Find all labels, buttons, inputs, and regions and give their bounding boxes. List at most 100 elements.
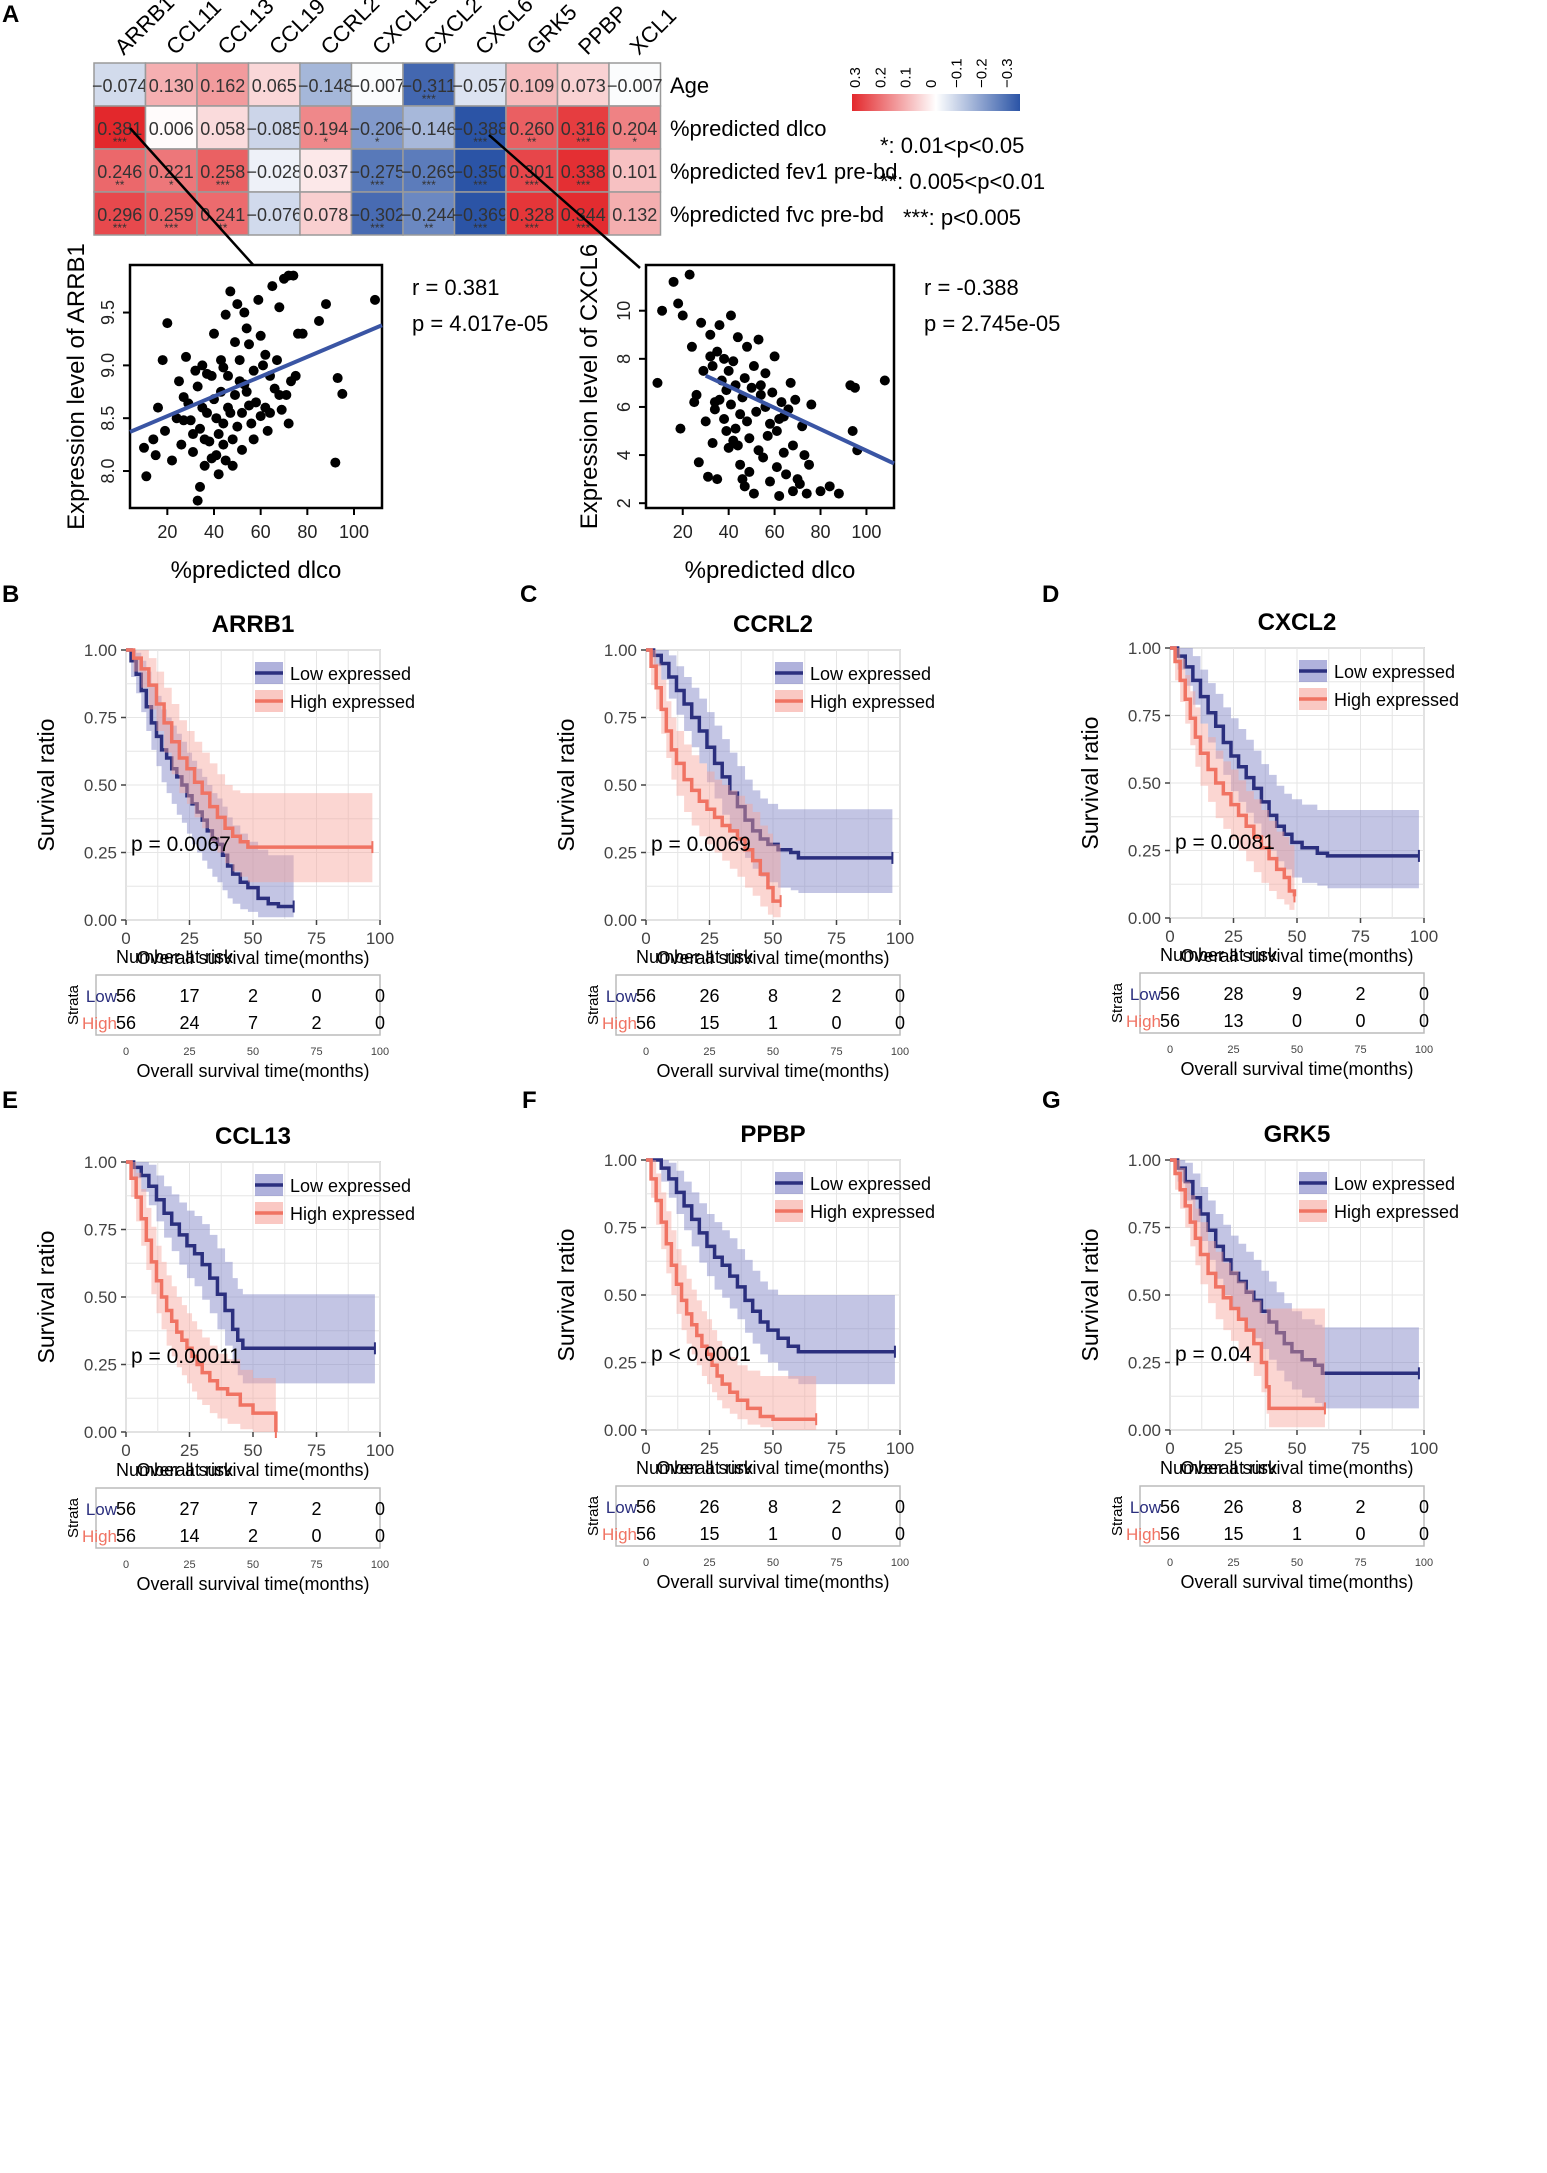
scatter-point [723,442,734,453]
scatter-point [778,447,789,458]
heatmap-value: −0.275 [349,162,405,182]
scatter-point [276,404,287,415]
scatter-point [703,471,713,482]
scatter-point [188,447,198,458]
heatmap-value: 0.338 [561,162,606,182]
risk-table-title: Number at risk [116,1460,234,1480]
scatter-point [248,365,259,376]
y-tick-label: 0.75 [84,709,117,728]
heatmap-cell [247,191,301,236]
heatmap-value: 0.101 [612,162,657,182]
x-tick-label: 25 [700,1439,719,1458]
y-tick-label: 0.00 [84,1423,117,1442]
scatter-point [337,388,348,399]
y-tick-label: 0.75 [1128,707,1161,726]
legend-label: Low expressed [290,664,411,684]
scatter-point [213,469,224,480]
x-tick-label: 0 [641,1439,650,1458]
x-tick-label: 50 [1288,927,1307,946]
heatmap-value: 0.132 [612,205,657,225]
significance-legend: ***: p<0.005 [903,205,1021,230]
heatmap-value: −0.028 [246,162,302,182]
heatmap-value: 0.260 [509,119,554,139]
risk-count: 9 [1292,984,1302,1004]
risk-count: 0 [375,1499,385,1519]
scatter-point [725,399,736,410]
y-tick-label: 8.5 [98,406,118,431]
confidence-band [646,650,893,893]
scatter-point [744,433,755,444]
scatter-point [707,438,718,449]
heatmap-row-label: %predicted dlco [670,116,827,141]
scatter-point [732,332,743,343]
scatter-point [742,416,753,427]
y-tick-label: 2 [614,498,634,508]
heatmap-cell [350,148,404,193]
scatter-point [806,399,817,410]
heatmap-value: −0.369 [452,205,508,225]
legend-label: High expressed [290,1204,415,1224]
x-tick-label: 25 [1224,927,1243,946]
risk-x-tick: 50 [1291,1044,1303,1056]
x-tick-label: 25 [180,1441,199,1460]
risk-count: 13 [1223,1011,1243,1031]
legend-label: High expressed [1334,1202,1459,1222]
heatmap-value: −0.311 [402,76,456,96]
scatter-point [220,309,231,320]
risk-count: 0 [1292,1011,1302,1031]
scatter-point [794,478,805,489]
scatter-point [141,471,152,482]
risk-table-title: Number at risk [636,1458,754,1478]
legend-label: Low expressed [1334,1174,1455,1194]
scatter-point [262,425,273,436]
heatmap-column-label: XCL1 [625,3,682,60]
risk-count: 0 [1355,1011,1365,1031]
scatter-point [739,481,750,492]
heatmap-cell [299,105,353,150]
y-tick-label: 0.25 [604,1354,637,1373]
color-legend-tick: −0.1 [948,58,965,88]
panel-letter: G [1042,1087,1061,1114]
scatter-point [255,411,266,422]
scatter-point [188,429,198,440]
y-axis-title: Survival ratio [33,719,59,852]
heatmap-cell [453,191,507,236]
scatter-point [771,426,782,437]
confidence-band [646,1160,895,1385]
strata-axis-label: Strata [585,1495,602,1536]
scatter-point [211,413,222,424]
x-tick-label: 50 [764,1439,783,1458]
heatmap-value: 0.037 [303,162,348,182]
scatter-point [206,370,217,381]
regression-line [129,323,383,434]
risk-count: 8 [768,986,778,1006]
heatmap-significance-stars: *** [370,178,384,192]
heatmap-row-label: Age [670,73,709,98]
heatmap-cell [608,148,662,193]
risk-count: 0 [1355,1524,1365,1544]
scatter-point [804,459,815,470]
scatter-point [213,429,224,440]
scatter-point [195,481,205,492]
scatter-point [753,445,764,456]
x-tick-label: 80 [811,522,831,542]
heatmap-significance-stars: * [375,135,380,149]
scatter-point [321,299,331,310]
scatter-point [714,320,725,331]
p-value: p = 0.0067 [131,833,231,856]
color-legend-tick: −0.2 [974,58,991,88]
heatmap-value: 0.194 [303,119,348,139]
scatter-point [691,389,702,400]
risk-count: 56 [116,986,136,1006]
scatter-point [218,439,229,450]
risk-table-frame [95,1487,381,1549]
heatmap-value: −0.076 [246,205,302,225]
risk-count: 56 [636,1013,656,1033]
scatter-point [753,334,764,345]
risk-x-tick: 0 [123,1046,129,1058]
scatter-point [197,360,208,371]
scatter-point [723,365,734,376]
risk-x-tick: 100 [891,1046,909,1058]
risk-x-tick: 25 [183,1046,195,1058]
